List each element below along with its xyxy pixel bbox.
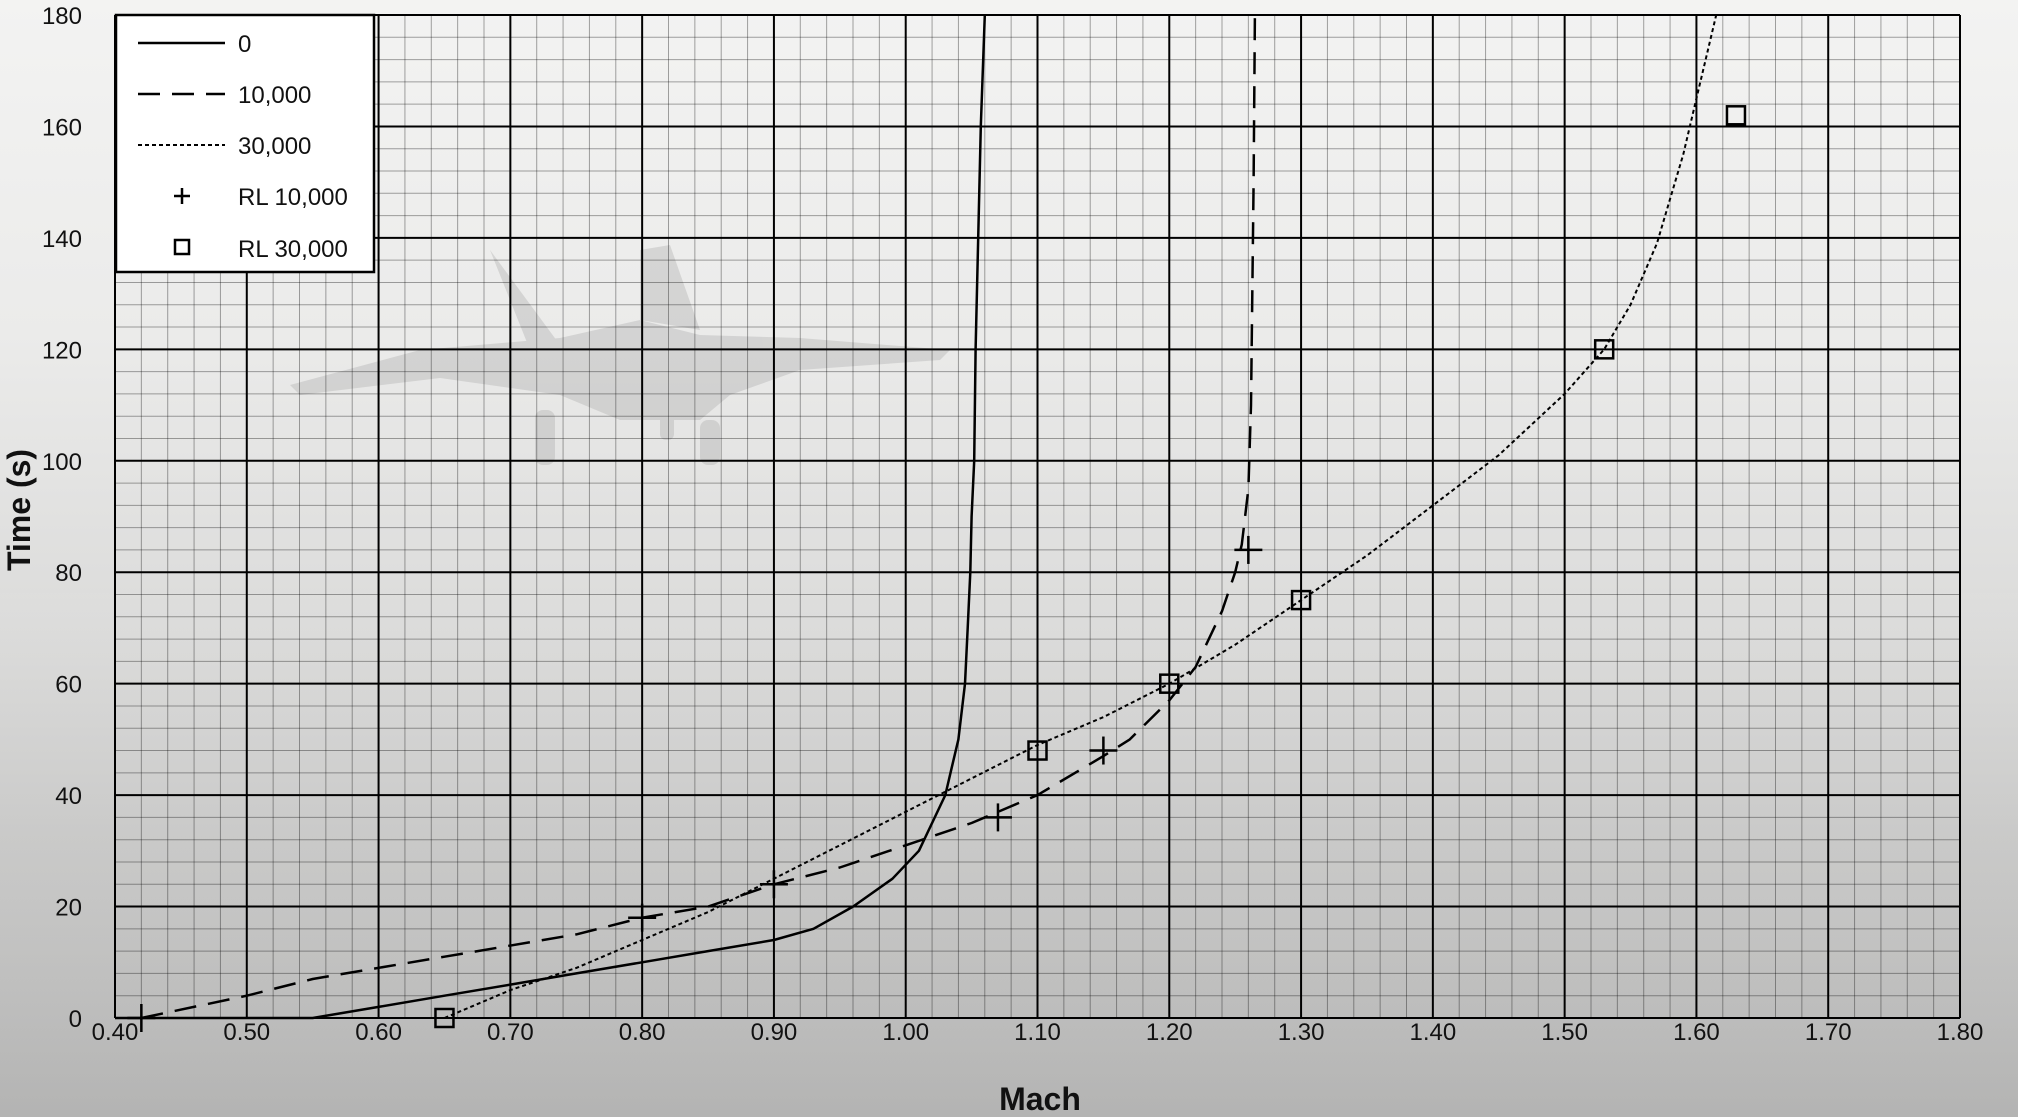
marker-square-point (1725, 105, 1747, 126)
legend-label-rl10000: RL 10,000 (238, 184, 348, 211)
series-line-10000 (141, 14, 1257, 1020)
legend: 0 10,000 30,000 RL 10,000 RL 30,000 (114, 13, 376, 274)
marker-square-point (1159, 673, 1180, 694)
y-tick-label: 80 (55, 560, 82, 587)
legend-marker-square (173, 238, 191, 256)
jet-silhouette-image (290, 245, 950, 465)
marker-plus-point (983, 803, 1012, 832)
marker-plus-point (628, 903, 657, 932)
marker-plus-point (759, 870, 788, 899)
x-tick-label: 0.50 (223, 1019, 270, 1046)
legend-box (114, 13, 376, 274)
tick-labels: 0.40 0.50 0.60 0.70 0.80 0.90 1.00 1.10 1.20 1.30… (42, 3, 1983, 1046)
x-tick-label: 1.00 (882, 1019, 929, 1046)
series-layer (115, 14, 1747, 1032)
y-tick-label: 0 (69, 1006, 82, 1033)
x-tick-label: 1.10 (1014, 1019, 1061, 1046)
major-gridlines (114, 14, 1961, 1019)
series-line-0 (115, 14, 987, 1020)
y-tick-label: 180 (42, 3, 82, 30)
x-tick-label: 0.70 (487, 1019, 534, 1046)
y-tick-label: 160 (42, 114, 82, 141)
y-axis-title: Time (s) (1, 449, 37, 571)
marker-square-point (1027, 740, 1048, 761)
marker-plus-point (1234, 535, 1263, 564)
marker-plus-point (1089, 736, 1118, 765)
y-tick-label: 140 (42, 226, 82, 253)
legend-label-10000: 10,000 (238, 82, 311, 109)
legend-label-rl30000: RL 30,000 (238, 236, 348, 263)
y-tick-label: 60 (55, 672, 82, 699)
x-tick-label: 1.40 (1409, 1019, 1456, 1046)
y-tick-label: 100 (42, 449, 82, 476)
x-tick-label: 0.60 (355, 1019, 402, 1046)
y-tick-label: 120 (42, 337, 82, 364)
x-tick-label: 1.20 (1146, 1019, 1193, 1046)
x-tick-label: 1.50 (1541, 1019, 1588, 1046)
legend-label-30000: 30,000 (238, 133, 311, 160)
x-tick-label: 0.40 (92, 1019, 139, 1046)
x-tick-label: 1.60 (1673, 1019, 1720, 1046)
sea-haze (0, 560, 2018, 1117)
x-tick-label: 0.90 (751, 1019, 798, 1046)
x-tick-label: 1.70 (1805, 1019, 1852, 1046)
legend-marker-plus (174, 188, 190, 204)
marker-square-point (1290, 589, 1312, 611)
y-tick-label: 40 (55, 783, 82, 810)
marker-square-point (1593, 339, 1615, 360)
marker-square-point (434, 1007, 455, 1029)
legend-label-0: 0 (238, 31, 251, 58)
x-tick-label: 0.80 (619, 1019, 666, 1046)
x-tick-label: 1.30 (1278, 1019, 1325, 1046)
x-tick-label: 1.80 (1937, 1019, 1984, 1046)
series-line-30000 (444, 14, 1718, 1019)
y-tick-label: 20 (55, 895, 82, 922)
marker-plus-point (127, 1004, 156, 1032)
x-axis-title: Mach (999, 1081, 1081, 1117)
